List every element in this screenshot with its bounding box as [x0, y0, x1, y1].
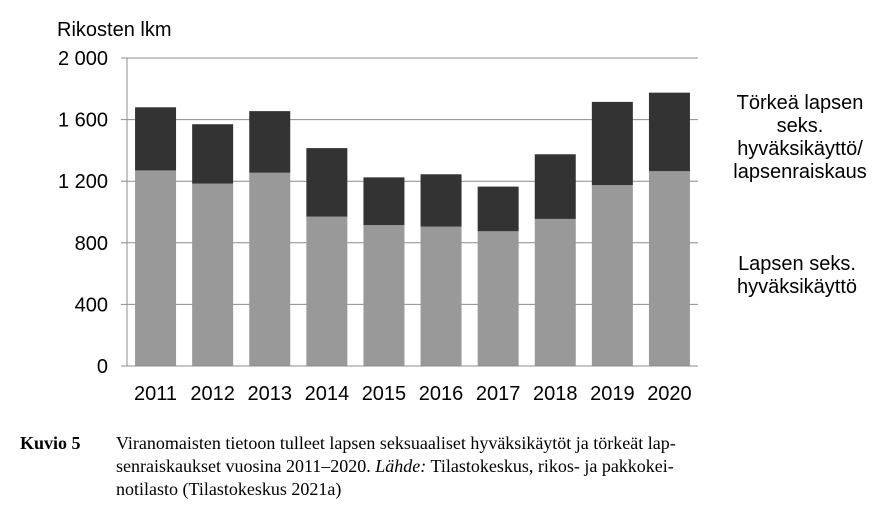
caption-line-2-text: senraiskaukset vuosina 2011–2020. [116, 456, 371, 476]
y-tick-label: 400 [75, 294, 108, 316]
caption-line-1: Viranomaisten tietoon tulleet lapsen sek… [116, 433, 676, 453]
bar-segment-severe [192, 124, 234, 184]
x-tick-label: 2019 [590, 383, 635, 405]
x-tick-label: 2017 [476, 383, 521, 405]
bar-segment-abuse [192, 183, 234, 366]
bar-segment-severe [363, 177, 405, 226]
legend-label-severe-line: Törkeä lapsen [737, 92, 864, 114]
x-tick-label: 2014 [305, 383, 350, 405]
caption-line-2: senraiskaukset vuosina 2011–2020. Lähde:… [116, 455, 836, 478]
bar-segment-abuse [306, 216, 348, 366]
axes [126, 58, 698, 367]
bar-segment-abuse [249, 172, 291, 366]
y-tick-label: 1 200 [58, 171, 108, 193]
x-tick-label: 2016 [419, 383, 464, 405]
caption-source-label: Lähde: [375, 456, 427, 476]
bar-segment-abuse [534, 218, 576, 366]
x-tick-label: 2020 [647, 383, 692, 405]
bar-segment-severe [477, 186, 519, 232]
bar-segment-severe [648, 92, 690, 172]
bar-segment-abuse [477, 231, 519, 366]
bar-segment-severe [591, 101, 633, 186]
bars [135, 92, 690, 366]
y-tick-label: 1 600 [58, 110, 108, 132]
bar-segment-severe [534, 154, 576, 219]
legend-entry-severe: Törkeä lapsenseks.hyväksikäyttö/lapsenra… [733, 92, 866, 183]
caption-text: Viranomaisten tietoon tulleet lapsen sek… [116, 432, 836, 501]
x-tick-label: 2018 [533, 383, 578, 405]
legend-entry-abuse: Lapsen seks.hyväksikäyttö [737, 253, 857, 298]
bar-segment-abuse [420, 226, 462, 366]
y-tick-label: 800 [75, 233, 108, 255]
bar-segment-severe [135, 107, 177, 171]
bar-segment-severe [306, 148, 348, 217]
bar-segment-abuse [648, 171, 690, 366]
legend-label-abuse-line: Lapsen seks. [738, 253, 856, 275]
legend-label-severe-line: seks. [777, 115, 824, 137]
x-tick-labels: 2011 2012 2013 2014 2015 2016 2017 2018 2019 2020 [134, 383, 692, 405]
y-tick-labels: 0 400 800 1 200 1 600 2 000 [58, 48, 108, 378]
caption-line-2-rest: Tilastokeskus, rikos- ja pakkokei- [426, 456, 674, 476]
bar-segment-abuse [363, 225, 405, 366]
x-tick-label: 2015 [362, 383, 407, 405]
y-axis-label: Rikosten lkm [57, 19, 171, 41]
legend-label-abuse-line: hyväksikäyttö [737, 276, 857, 298]
bar-segment-abuse [591, 185, 633, 366]
y-tick-label: 0 [97, 356, 108, 378]
x-tick-label: 2011 [134, 383, 177, 405]
legend-label-severe-line: lapsenraiskaus [733, 161, 866, 183]
x-tick-label: 2012 [190, 383, 235, 405]
y-tick-label: 2 000 [58, 48, 108, 70]
bar-segment-severe [249, 111, 291, 173]
bar-segment-abuse [135, 170, 177, 366]
x-tick-label: 2013 [248, 383, 293, 405]
caption-line-3: notilasto (Tilastokeskus 2021a) [116, 479, 342, 499]
caption-label: Kuvio 5 [20, 433, 81, 453]
bar-segment-severe [420, 174, 462, 227]
legend-label-severe-line: hyväksikäyttö/ [737, 138, 863, 160]
